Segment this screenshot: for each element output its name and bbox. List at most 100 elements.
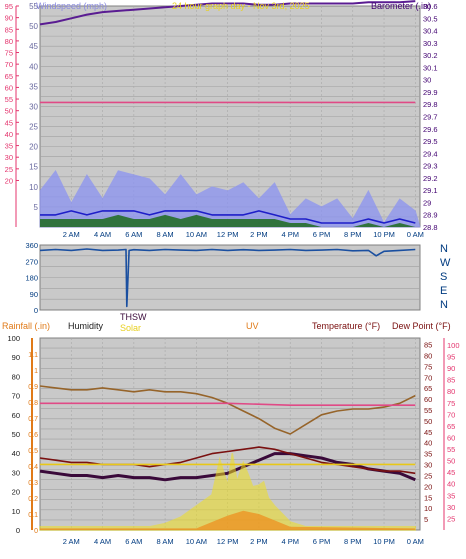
dewpoint-reference-line	[40, 402, 416, 406]
barometer-tick-label: 29	[423, 198, 431, 207]
temperature-tick-label: 10	[424, 504, 432, 513]
barometer-tick-label: 30.6	[423, 2, 438, 11]
humidity-tick-label: 90	[12, 353, 20, 362]
humidity-tick-label: 100	[7, 334, 20, 343]
barometer-tick-label: 29.1	[423, 186, 438, 195]
humidity-tick-label: 60	[12, 411, 20, 420]
rainfall-tick-label: 0.7	[28, 416, 38, 423]
humidity-tick-label: 40	[12, 449, 20, 458]
wind-kmh-tick-label: 95	[5, 2, 13, 11]
barometer-tick-label: 29.4	[423, 149, 438, 158]
wind-kmh-tick-label: 45	[5, 118, 13, 127]
barometer-tick-label: 30	[423, 76, 431, 85]
temperature-tick-label: 15	[424, 493, 432, 502]
x-axis-tick-label: 6 PM	[313, 537, 331, 546]
barometer-tick-label: 30.2	[423, 51, 438, 60]
temperature-tick-label: 60	[424, 395, 432, 404]
humidity-tick-label: 30	[12, 468, 20, 477]
chart-title: 24 hour graph day - Nov 3rd, 2025	[172, 1, 310, 11]
wind-mph-tick-label: 15	[29, 163, 38, 172]
x-axis-tick-label: 10 PM	[373, 230, 395, 239]
temperature-tick-label: 30	[424, 461, 432, 470]
wind-mph-tick-label: 50	[29, 22, 38, 31]
barometer-tick-label: 29.9	[423, 88, 438, 97]
dewpoint-tick-label: 100	[447, 341, 460, 350]
wind-kmh-tick-label: 30	[5, 153, 13, 162]
x-axis-tick-label: 10 PM	[373, 537, 395, 546]
wind-mph-tick-label: 35	[29, 82, 38, 91]
dewpoint-tick-label: 65	[447, 422, 455, 431]
direction-tick-label: 90	[30, 290, 38, 299]
temperature-tick-label: 55	[424, 406, 432, 415]
wind-kmh-tick-label: 55	[5, 95, 13, 104]
barometer-tick-label: 30.4	[423, 27, 438, 36]
dewpoint-tick-label: 85	[447, 376, 455, 385]
dewpoint-tick-label: 60	[447, 433, 455, 442]
wind-mph-tick-label: 5	[34, 203, 39, 212]
dewpoint-tick-label: 25	[447, 514, 455, 523]
legend-solar: Solar	[120, 323, 141, 333]
humidity-tick-label: 0	[16, 526, 20, 535]
dewpoint-tick-label: 45	[447, 468, 455, 477]
x-axis-tick-label: 4 AM	[94, 537, 111, 546]
compass-label: W	[440, 257, 451, 269]
x-axis-tick-label: 0 AM	[407, 230, 424, 239]
x-axis-tick-label: 2 PM	[250, 230, 268, 239]
x-axis-tick-label: 0 AM	[407, 537, 424, 546]
wind-mph-tick-label: 10	[29, 183, 38, 192]
dewpoint-tick-label: 55	[447, 445, 455, 454]
dewpoint-tick-label: 90	[447, 364, 455, 373]
x-axis-tick-label: 12 PM	[217, 537, 239, 546]
wind-kmh-tick-label: 60	[5, 83, 13, 92]
wind-kmh-tick-label: 20	[5, 176, 13, 185]
rainfall-tick-label: 0.1	[28, 512, 38, 519]
rainfall-tick-label: 0	[34, 528, 38, 535]
dewpoint-tick-label: 70	[447, 410, 455, 419]
wind-direction-line	[39, 248, 416, 308]
solar-area	[39, 453, 417, 531]
direction-tick-label: 180	[25, 274, 38, 283]
legend-humidity: Humidity	[68, 321, 104, 331]
temperature-tick-label: 85	[424, 341, 432, 350]
legend-barometer: Barometer (.in)	[371, 1, 431, 11]
humidity-tick-label: 20	[12, 488, 20, 497]
direction-tick-label: 360	[25, 241, 38, 250]
temperature-tick-label: 20	[424, 482, 432, 491]
legend-temperature: Temperature (°F)	[312, 321, 380, 331]
barometer-line	[39, 0, 416, 26]
wind-mph-tick-label: 55	[29, 2, 38, 11]
barometer-tick-label: 29.6	[423, 125, 438, 134]
x-axis-tick-label: 12 PM	[217, 230, 239, 239]
compass-label: N	[440, 299, 448, 311]
barometer-tick-label: 29.3	[423, 162, 438, 171]
x-axis-tick-label: 2 AM	[63, 537, 80, 546]
barometer-tick-label: 28.8	[423, 223, 438, 232]
temperature-tick-label: 70	[424, 373, 432, 382]
temperature-tick-label: 65	[424, 384, 432, 393]
temperature-tick-label: 35	[424, 450, 432, 459]
x-axis-tick-label: 6 AM	[125, 537, 142, 546]
x-axis-tick-label: 8 PM	[344, 537, 362, 546]
x-axis-tick-label: 6 AM	[125, 230, 142, 239]
compass-label: E	[440, 285, 447, 297]
rainfall-tick-label: 1.1	[28, 352, 38, 359]
temperature-tick-label: 25	[424, 471, 432, 480]
barometer-tick-label: 29.8	[423, 100, 438, 109]
dewpoint-tick-label: 35	[447, 491, 455, 500]
dewpoint-tick-label: 40	[447, 480, 455, 489]
wind-kmh-tick-label: 90	[5, 14, 13, 23]
rainfall-tick-label: 0.8	[28, 400, 38, 407]
x-axis-tick-label: 8 AM	[157, 230, 174, 239]
wind-kmh-tick-label: 80	[5, 37, 13, 46]
direction-tick-label: 0	[34, 306, 38, 315]
temperature-tick-label: 40	[424, 439, 432, 448]
x-axis-tick-label: 2 PM	[250, 537, 268, 546]
legend-dewpoint: Dew Point (°F)	[392, 321, 451, 331]
wind-avg-line	[40, 210, 416, 224]
x-axis-tick-label: 6 PM	[313, 230, 331, 239]
legend-rainfall: Rainfall (.in)	[2, 321, 50, 331]
legend-uv: UV	[246, 321, 259, 331]
dewpoint-tick-label: 80	[447, 387, 455, 396]
dewpoint-tick-label: 95	[447, 353, 455, 362]
